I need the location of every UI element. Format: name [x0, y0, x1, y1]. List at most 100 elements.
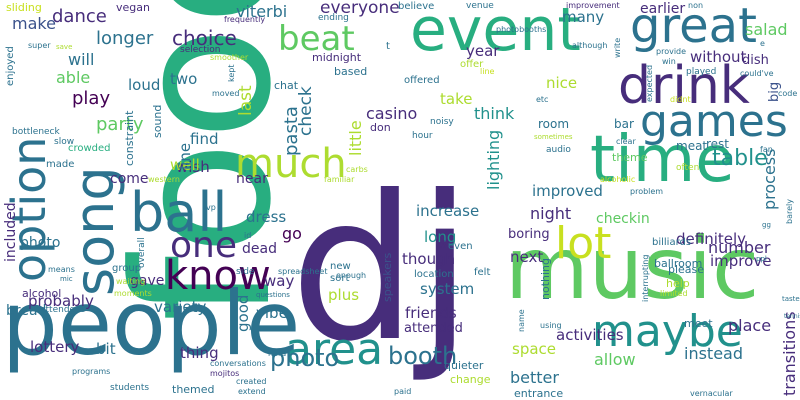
word-improvement: improvement — [566, 1, 620, 10]
word-music: music — [505, 219, 760, 319]
word-space: space — [512, 340, 557, 358]
word-quieter: quieter — [444, 359, 484, 372]
word-table: table — [712, 146, 768, 171]
word-felt: felt — [474, 267, 491, 278]
word-number: number — [708, 238, 771, 257]
word-area: area — [285, 324, 384, 375]
word-drink: drink — [618, 56, 750, 116]
word-probably: probably — [28, 292, 94, 310]
word-sliding: sliding — [6, 1, 42, 14]
word-based: based — [334, 65, 368, 78]
word-great: great — [630, 0, 757, 54]
word-process: process — [760, 148, 779, 210]
word-find: find — [190, 130, 219, 148]
word-check: check — [296, 86, 316, 136]
word-extend: extend — [238, 387, 266, 396]
word-two: two — [170, 70, 198, 88]
word-little: little — [346, 120, 365, 156]
word-venue: venue — [466, 1, 494, 11]
word-slow: slow — [54, 137, 75, 147]
word-etc: etc — [536, 95, 549, 104]
word-meet: meet — [684, 317, 713, 330]
word-meat: meat — [676, 139, 708, 153]
word-ending: ending — [318, 13, 349, 23]
word-dj: dj — [290, 153, 473, 386]
word-thing: thing — [180, 344, 219, 362]
word-non: non — [688, 1, 704, 10]
word-midnight: midnight — [312, 51, 362, 64]
word-dish: dish — [742, 53, 769, 68]
word-earlier: earlier — [640, 1, 686, 17]
word-nice: nice — [546, 74, 578, 92]
word-problem: problem — [630, 187, 664, 196]
word-system: system — [420, 280, 475, 298]
word-using: using — [540, 321, 562, 330]
word-good: good — [234, 294, 252, 332]
word-mojitos: mojitos — [210, 369, 240, 378]
word-frequently: frequently — [224, 15, 266, 24]
word-don: don — [370, 121, 391, 134]
word-entrance: entrance — [514, 387, 564, 400]
word-many: many — [562, 8, 605, 26]
word-programs: programs — [72, 367, 111, 376]
word-people: people — [2, 272, 301, 375]
word-attended: attended — [404, 321, 463, 336]
word-alcoholic: alcoholic — [600, 175, 636, 184]
word-think: think — [474, 104, 515, 123]
word-provide: provide — [656, 47, 687, 56]
word-come: come — [110, 171, 149, 187]
word-loud: loud — [128, 76, 161, 94]
word-bar: bar — [614, 117, 634, 131]
word-familiar: familiar — [324, 175, 355, 184]
word-gave: gave — [130, 273, 165, 289]
word-take: take — [440, 90, 473, 108]
word-conversations: conversations — [210, 359, 266, 368]
word-vp: vp — [206, 203, 216, 212]
word-vibe: vibe — [256, 304, 288, 322]
word-moved: moved — [212, 89, 240, 98]
word-interrupting: interrupting — [641, 254, 650, 302]
word-write: write — [613, 37, 622, 58]
word-play: play — [72, 88, 111, 109]
word-e: e — [760, 39, 765, 48]
word-plus: plus — [328, 286, 360, 304]
word-dance: dance — [52, 6, 107, 27]
word-name: name — [517, 309, 526, 332]
word-gg: gg — [762, 221, 771, 229]
word-barely: barely — [785, 199, 794, 224]
word-ball: ball — [130, 181, 228, 244]
word-didnt: didnt — [670, 95, 691, 104]
word-bread: bread — [6, 303, 47, 319]
word-everyone: everyone — [320, 0, 400, 18]
word-go: go — [282, 224, 302, 243]
word-believe: believe — [398, 1, 435, 12]
word-dead: dead — [242, 241, 277, 257]
word-improved: improved — [532, 182, 603, 200]
word-bit: bit — [96, 340, 116, 358]
word-created: created — [236, 377, 267, 386]
word-kept: kept — [227, 64, 236, 82]
word-activities: activities — [556, 326, 624, 344]
word-next: next — [510, 248, 544, 266]
word-included: included — [3, 202, 19, 262]
word-side: side — [236, 267, 255, 277]
word-speakers: speakers — [381, 252, 394, 302]
word-group: group — [112, 263, 142, 274]
word-carbs: carbs — [346, 165, 368, 174]
word-much: much — [235, 141, 347, 187]
word-viterbi: viterbi — [236, 2, 288, 21]
word-billiards: billiards — [652, 237, 692, 248]
word-change: change — [450, 373, 491, 386]
word-time: time — [590, 123, 735, 197]
word-although: although — [572, 41, 608, 50]
word-booth: booth — [388, 342, 458, 370]
word-help: help — [666, 277, 690, 290]
word-near: near — [236, 171, 268, 187]
word-tennis: tennis — [784, 313, 800, 320]
word-instead: instead — [684, 344, 743, 363]
word-theme: theme — [612, 151, 648, 164]
word-code: code — [778, 89, 798, 98]
word-offer: offer — [460, 59, 484, 70]
word-event: event — [410, 0, 581, 65]
